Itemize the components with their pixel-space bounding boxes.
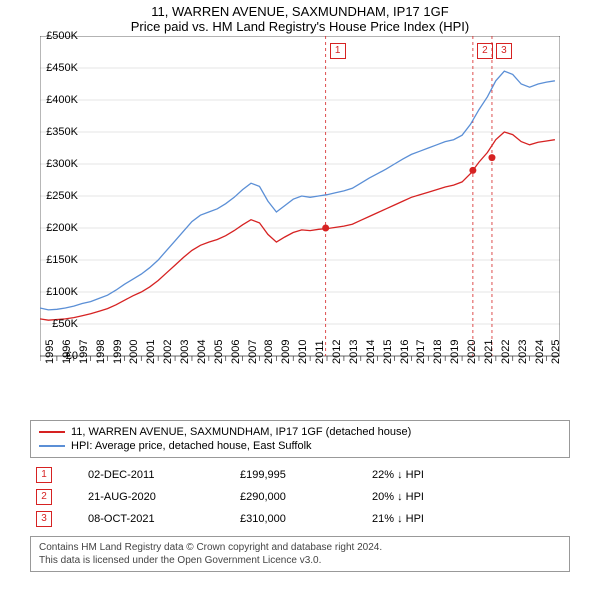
x-axis-tick-label: 2014 bbox=[365, 340, 377, 364]
sale-events-table: 1 02-DEC-2011£199,99522% ↓ HPI 2 21-AUG-202… bbox=[30, 464, 570, 530]
y-axis-tick-label: £50K bbox=[52, 318, 78, 330]
sale-marker-flag: 1 bbox=[330, 40, 346, 59]
x-axis-tick-label: 2008 bbox=[263, 340, 275, 364]
x-axis-tick-label: 2012 bbox=[331, 340, 343, 364]
sale-marker-flag: 3 bbox=[496, 40, 512, 59]
y-axis-tick-label: £300K bbox=[46, 158, 78, 170]
x-axis-tick-label: 2007 bbox=[247, 340, 259, 364]
y-axis-tick-label: £400K bbox=[46, 94, 78, 106]
x-axis-tick-label: 2021 bbox=[483, 340, 495, 364]
x-axis-tick-label: 2011 bbox=[314, 340, 326, 364]
x-axis-tick-label: 1998 bbox=[95, 340, 107, 364]
x-axis-tick-label: 1996 bbox=[61, 340, 73, 364]
y-axis-tick-label: £500K bbox=[46, 30, 78, 42]
chart-title-line2: Price paid vs. HM Land Registry's House … bbox=[0, 19, 600, 36]
legend-row: HPI: Average price, detached house, East… bbox=[39, 439, 561, 453]
x-axis-tick-label: 2003 bbox=[179, 340, 191, 364]
event-marker-icon: 1 bbox=[36, 467, 52, 483]
x-axis-tick-label: 2000 bbox=[128, 340, 140, 364]
x-axis-tick-label: 2016 bbox=[399, 340, 411, 364]
chart-title-line1: 11, WARREN AVENUE, SAXMUNDHAM, IP17 1GF bbox=[0, 0, 600, 19]
event-delta: 20% ↓ HPI bbox=[366, 486, 570, 508]
event-marker-icon: 3 bbox=[36, 511, 52, 527]
chart-area: £0£50K£100K£150K£200K£250K£300K£350K£400… bbox=[40, 36, 600, 416]
legend-box: 11, WARREN AVENUE, SAXMUNDHAM, IP17 1GF … bbox=[30, 420, 570, 458]
y-axis-tick-label: £200K bbox=[46, 222, 78, 234]
event-delta: 21% ↓ HPI bbox=[366, 508, 570, 530]
event-delta: 22% ↓ HPI bbox=[366, 464, 570, 486]
x-axis-tick-label: 2001 bbox=[145, 340, 157, 364]
x-axis-tick-label: 2005 bbox=[213, 340, 225, 364]
legend-label: 11, WARREN AVENUE, SAXMUNDHAM, IP17 1GF … bbox=[71, 426, 411, 438]
x-axis-tick-label: 2022 bbox=[500, 340, 512, 364]
legend-label: HPI: Average price, detached house, East… bbox=[71, 440, 312, 452]
x-axis-tick-label: 2017 bbox=[415, 340, 427, 364]
sale-event-row: 3 08-OCT-2021£310,00021% ↓ HPI bbox=[30, 508, 570, 530]
y-axis-tick-label: £450K bbox=[46, 62, 78, 74]
attribution-line2: This data is licensed under the Open Gov… bbox=[39, 554, 561, 567]
x-axis-tick-label: 2006 bbox=[230, 340, 242, 364]
event-price: £199,995 bbox=[234, 464, 366, 486]
x-axis-tick-label: 1995 bbox=[44, 340, 56, 364]
x-axis-tick-label: 2002 bbox=[162, 340, 174, 364]
event-date: 02-DEC-2011 bbox=[82, 464, 234, 486]
line-chart-svg bbox=[40, 36, 560, 376]
sale-marker-flag: 2 bbox=[477, 40, 493, 59]
y-axis-tick-label: £350K bbox=[46, 126, 78, 138]
event-date: 08-OCT-2021 bbox=[82, 508, 234, 530]
sale-event-row: 1 02-DEC-2011£199,99522% ↓ HPI bbox=[30, 464, 570, 486]
x-axis-tick-label: 2020 bbox=[466, 340, 478, 364]
x-axis-tick-label: 2025 bbox=[550, 340, 562, 364]
x-axis-tick-label: 2023 bbox=[517, 340, 529, 364]
x-axis-tick-label: 2004 bbox=[196, 340, 208, 364]
event-price: £310,000 bbox=[234, 508, 366, 530]
y-axis-tick-label: £250K bbox=[46, 190, 78, 202]
sale-event-row: 2 21-AUG-2020£290,00020% ↓ HPI bbox=[30, 486, 570, 508]
y-axis-tick-label: £150K bbox=[46, 254, 78, 266]
attribution-line1: Contains HM Land Registry data © Crown c… bbox=[39, 541, 561, 554]
x-axis-tick-label: 2015 bbox=[382, 340, 394, 364]
x-axis-tick-label: 2010 bbox=[297, 340, 309, 364]
attribution-box: Contains HM Land Registry data © Crown c… bbox=[30, 536, 570, 572]
x-axis-tick-label: 2013 bbox=[348, 340, 360, 364]
x-axis-tick-label: 2024 bbox=[534, 340, 546, 364]
x-axis-tick-label: 1997 bbox=[78, 340, 90, 364]
x-axis-tick-label: 1999 bbox=[112, 340, 124, 364]
x-axis-tick-label: 2019 bbox=[449, 340, 461, 364]
y-axis-tick-label: £100K bbox=[46, 286, 78, 298]
event-date: 21-AUG-2020 bbox=[82, 486, 234, 508]
legend-row: 11, WARREN AVENUE, SAXMUNDHAM, IP17 1GF … bbox=[39, 425, 561, 439]
x-axis-tick-label: 2018 bbox=[432, 340, 444, 364]
event-price: £290,000 bbox=[234, 486, 366, 508]
x-axis-tick-label: 2009 bbox=[280, 340, 292, 364]
event-marker-icon: 2 bbox=[36, 489, 52, 505]
